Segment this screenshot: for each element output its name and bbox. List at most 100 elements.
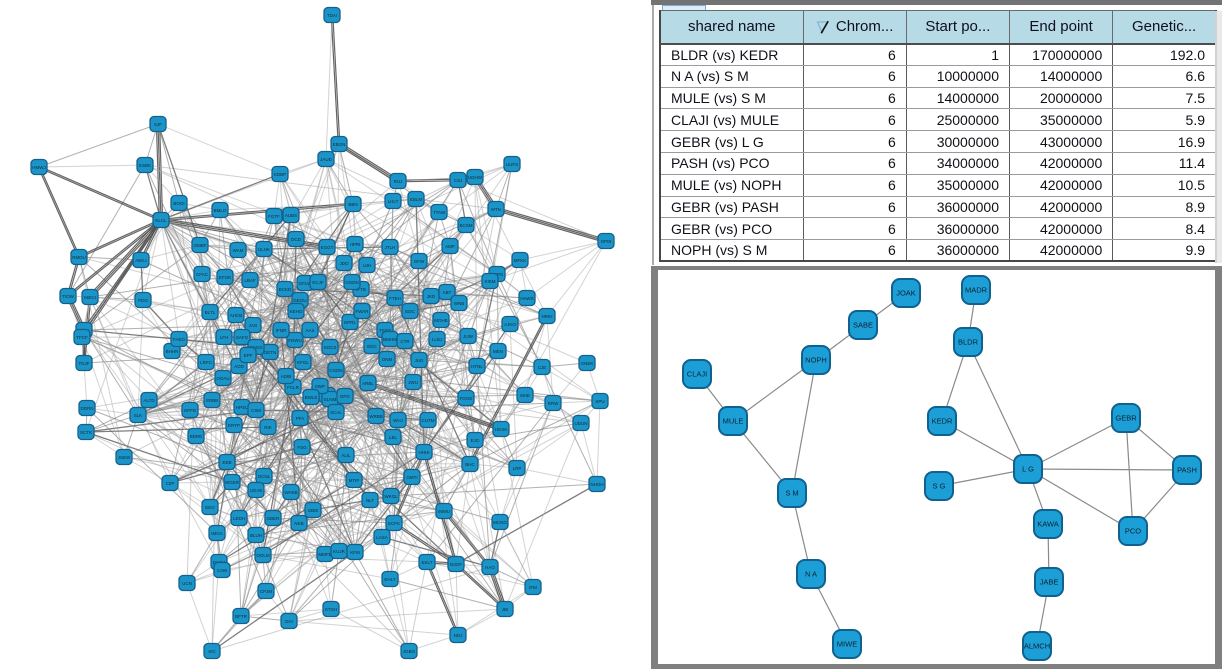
svg-text:CGDN: CGDN — [329, 368, 342, 373]
svg-text:WGER: WGER — [225, 480, 240, 485]
svg-text:IFNR: IFNR — [276, 328, 287, 333]
svg-text:AHCB: AHCB — [230, 313, 243, 318]
svg-text:BCKD: BCKD — [279, 287, 292, 292]
svg-text:EKLT: EKLT — [422, 560, 433, 565]
svg-text:STGH: STGH — [325, 607, 338, 612]
svg-text:GBER: GBER — [267, 516, 281, 521]
svg-text:LASA: LASA — [376, 535, 388, 540]
svg-text:OMTI: OMTI — [406, 475, 417, 480]
svg-text:UCN: UCN — [182, 581, 192, 586]
svg-text:EJO: EJO — [471, 438, 480, 443]
svg-text:IMMU: IMMU — [438, 509, 450, 514]
svg-text:BFTR: BFTR — [235, 614, 247, 619]
svg-text:OPFD: OPFD — [184, 408, 197, 413]
svg-text:CPJM: CPJM — [260, 589, 273, 594]
svg-text:AJKO: AJKO — [504, 322, 516, 327]
svg-text:LBAF: LBAF — [244, 278, 256, 283]
svg-text:LLBJ: LLBJ — [432, 337, 442, 342]
svg-text:ECFK: ECFK — [388, 521, 400, 526]
svg-text:OOAU: OOAU — [216, 376, 229, 381]
svg-text:MTIP: MTIP — [349, 478, 360, 483]
svg-text:HAWS: HAWS — [520, 296, 533, 301]
svg-text:BHC: BHC — [465, 462, 475, 467]
svg-text:AEKJ: AEKJ — [135, 258, 146, 263]
svg-text:BOOI: BOOI — [173, 201, 184, 206]
svg-text:UUFS: UUFS — [506, 162, 518, 167]
svg-text:BLTL: BLTL — [205, 310, 216, 315]
svg-text:KEHO: KEHO — [290, 309, 303, 314]
svg-text:LEDH: LEDH — [233, 516, 245, 521]
svg-text:KBOJ: KBOJ — [84, 295, 96, 300]
svg-text:HTNL: HTNL — [471, 364, 483, 369]
svg-text:ADIB: ADIB — [281, 374, 292, 379]
svg-text:IIWP: IIWP — [315, 384, 325, 389]
svg-text:RIK: RIK — [264, 425, 272, 430]
svg-text:CSM: CSM — [251, 408, 261, 413]
svg-text:CLAJI: CLAJI — [687, 370, 707, 379]
svg-text:FWAR: FWAR — [355, 309, 369, 314]
svg-text:EEB: EEB — [222, 460, 231, 465]
svg-text:SPU: SPU — [595, 399, 604, 404]
svg-text:GNEK: GNEK — [581, 361, 594, 366]
svg-text:MJOF: MJOF — [450, 562, 462, 567]
svg-text:JTLH: JTLH — [385, 245, 396, 250]
svg-text:AAS: AAS — [305, 328, 314, 333]
svg-text:LBL: LBL — [389, 435, 398, 440]
svg-text:N A: N A — [805, 570, 817, 579]
svg-text:BLUH: BLUH — [250, 533, 262, 538]
svg-text:IFM: IFM — [529, 585, 537, 590]
svg-text:SIC: SIC — [208, 649, 216, 654]
svg-text:NRIH: NRIH — [542, 314, 553, 319]
svg-text:IFTB: IFTB — [356, 287, 366, 292]
svg-text:PCO: PCO — [1125, 527, 1141, 536]
svg-text:ERTP: ERTP — [228, 423, 240, 428]
svg-text:KEDR: KEDR — [932, 417, 953, 426]
svg-text:DPRL: DPRL — [344, 320, 357, 325]
svg-text:JABE: JABE — [1040, 578, 1059, 587]
svg-text:HAO: HAO — [485, 565, 495, 570]
svg-text:CIIP: CIIP — [166, 481, 175, 486]
svg-text:NKB: NKB — [294, 521, 303, 526]
svg-text:JSEW: JSEW — [118, 455, 131, 460]
svg-text:KDBP: KDBP — [274, 172, 286, 177]
svg-text:OMBF: OMBF — [194, 243, 207, 248]
svg-text:EFOK: EFOK — [219, 275, 231, 280]
svg-text:RRW: RRW — [548, 401, 559, 406]
svg-text:EDC: EDC — [405, 309, 415, 314]
svg-text:FOGE: FOGE — [460, 396, 473, 401]
svg-text:LRFC: LRFC — [200, 360, 213, 365]
svg-text:MEN: MEN — [493, 349, 503, 354]
svg-text:WHJ: WHJ — [393, 418, 403, 423]
svg-text:MADR: MADR — [965, 286, 988, 295]
svg-text:SLK: SLK — [134, 413, 143, 418]
svg-text:MULE: MULE — [723, 417, 744, 426]
svg-text:DDRN: DDRN — [81, 406, 94, 411]
svg-text:ALIL: ALIL — [341, 453, 351, 458]
svg-text:BHHN: BHHN — [166, 349, 179, 354]
svg-text:UDHW: UDHW — [468, 175, 483, 180]
svg-text:WAEB: WAEB — [284, 490, 297, 495]
svg-text:HHHI: HHHI — [419, 450, 430, 455]
svg-text:ESBK: ESBK — [139, 163, 151, 168]
svg-text:LFH: LFH — [220, 335, 229, 340]
svg-text:DCD: DCD — [291, 237, 301, 242]
svg-text:EDC: EDC — [367, 344, 377, 349]
svg-text:SJF: SJF — [154, 122, 162, 127]
svg-text:NDJ: NDJ — [454, 633, 463, 638]
svg-text:GEOU: GEOU — [293, 298, 306, 303]
svg-text:CTR: CTR — [400, 339, 410, 344]
svg-text:AMP: AMP — [445, 244, 455, 249]
svg-text:KNGG: KNGG — [249, 345, 263, 350]
svg-text:DPG: DPG — [340, 394, 350, 399]
svg-text:JGBO: JGBO — [403, 649, 416, 654]
svg-text:BLDR: BLDR — [958, 338, 979, 347]
svg-text:CFAC: CFAC — [196, 272, 209, 277]
svg-text:BMLO: BMLO — [214, 208, 227, 213]
svg-text:GEBR: GEBR — [1115, 414, 1137, 423]
svg-text:BWLE: BWLE — [305, 395, 318, 400]
svg-text:ALTD: ALTD — [143, 398, 155, 403]
svg-text:S G: S G — [933, 482, 946, 491]
svg-text:JOAK: JOAK — [896, 289, 916, 298]
svg-text:HPRI: HPRI — [350, 242, 361, 247]
svg-text:OPIB: OPIB — [601, 239, 612, 244]
